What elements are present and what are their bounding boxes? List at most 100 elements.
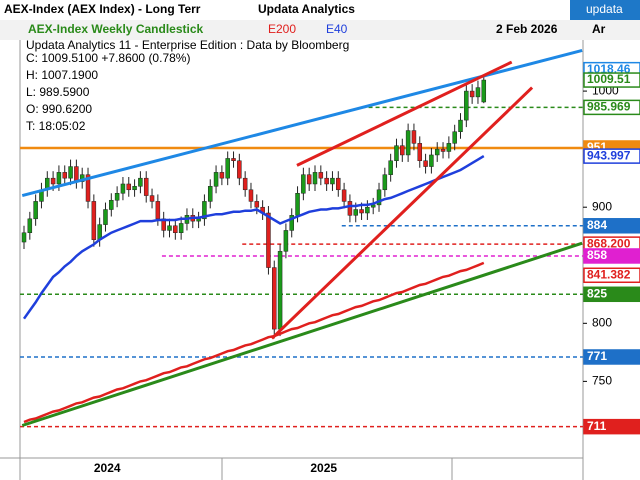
header-brand: Updata Analytics	[258, 2, 355, 16]
y-tick-label: 900	[592, 199, 612, 213]
candle-body	[359, 209, 364, 214]
candle-body	[318, 172, 324, 179]
candle-body	[272, 267, 277, 330]
header-title: AEX-Index (AEX Index) - Long Terr	[4, 2, 201, 16]
candle-body	[312, 172, 318, 185]
price-tag-box	[583, 248, 640, 264]
info-line: L: 989.5900	[26, 85, 90, 99]
chart-date: 2 Feb 2026	[496, 22, 558, 36]
candle-body	[481, 79, 487, 103]
candle-body	[382, 174, 388, 191]
candle-body	[301, 174, 306, 194]
price-tag-box	[583, 148, 640, 164]
candle-body	[138, 177, 143, 187]
candle-body	[405, 130, 411, 156]
candle-body	[446, 143, 452, 152]
candle-body	[219, 172, 225, 179]
candle-body	[475, 87, 481, 98]
logo-box	[570, 0, 640, 20]
candle-body	[417, 143, 423, 162]
logo: updata	[586, 2, 623, 16]
candle-body	[330, 177, 335, 185]
candle-body	[149, 195, 155, 202]
candle-body	[242, 177, 248, 191]
candle-body	[114, 193, 120, 201]
candle-body	[295, 193, 300, 216]
candle-body	[266, 212, 271, 268]
y-tick-label: 750	[592, 374, 612, 388]
candle-body	[33, 201, 38, 220]
candle-body	[277, 251, 283, 330]
moving-average	[23, 261, 485, 424]
trendline	[270, 86, 534, 340]
candle-body	[306, 174, 312, 185]
trendline	[21, 48, 583, 198]
candle-body	[324, 177, 329, 185]
candle-body	[21, 232, 27, 243]
candle-body	[365, 206, 370, 214]
price-tag-box	[583, 267, 640, 284]
info-line: H: 1007.1900	[26, 68, 98, 82]
candle-body	[231, 158, 236, 162]
price-tag-box	[583, 218, 640, 234]
price-tag-box	[583, 286, 640, 303]
price-tag-label: 841.382	[587, 267, 631, 281]
candle-body	[27, 218, 33, 233]
candle-body	[283, 230, 289, 252]
legend-entry: E40	[326, 22, 348, 36]
candle-body	[464, 90, 469, 121]
price-tag-box	[583, 418, 640, 435]
candle-body	[207, 186, 213, 202]
candle-body	[434, 148, 440, 156]
candle-body	[237, 160, 242, 179]
legend-entry: E200	[268, 22, 296, 36]
price-tag-label: 825	[587, 286, 607, 300]
price-tag-box	[583, 99, 640, 116]
candle-body	[85, 174, 91, 202]
candle-body	[440, 148, 446, 152]
candle-body	[103, 209, 108, 225]
chart-title: AEX-Index Weekly Candlestick	[28, 22, 204, 36]
candle-body	[394, 145, 399, 162]
candle-body	[120, 183, 126, 194]
y-tick-label: 800	[592, 315, 612, 329]
candle-body	[376, 189, 382, 206]
candle-body	[458, 119, 463, 132]
info-line: C: 1009.5100 +7.8600 (0.78%)	[26, 51, 190, 65]
candle-body	[167, 225, 172, 231]
candle-body	[411, 130, 417, 144]
trendline	[21, 241, 583, 427]
candle-body	[213, 172, 219, 187]
corner-label: Ar	[592, 22, 606, 36]
candle-body	[50, 177, 56, 185]
price-tag-label: 1009.51	[587, 72, 631, 86]
candle-body	[400, 145, 405, 156]
candle-body	[62, 172, 67, 179]
price-tag-label: 884	[587, 218, 607, 232]
candle-body	[341, 189, 347, 202]
candle-body	[56, 172, 62, 185]
candle-body	[74, 166, 79, 182]
candle-body	[202, 201, 207, 220]
candle-body	[225, 158, 230, 179]
legend-bar	[0, 20, 640, 40]
candle-body	[336, 177, 341, 191]
price-tag-box	[583, 349, 640, 365]
candle-body	[132, 186, 137, 191]
title-bar	[0, 0, 640, 20]
candle-body	[143, 177, 149, 196]
info-line: T: 18:05:02	[26, 119, 86, 133]
moving-average	[22, 155, 485, 320]
candle-body	[452, 131, 457, 144]
candle-body	[196, 218, 201, 222]
price-tag-label: 711	[587, 419, 607, 433]
trendline	[296, 60, 513, 167]
price-tag-label: 771	[587, 349, 607, 363]
candle-body	[254, 201, 260, 208]
candle-body	[109, 199, 114, 210]
candle-body	[126, 183, 132, 191]
price-tag-label: 858	[587, 248, 607, 262]
candle-body	[388, 160, 393, 175]
candle-body	[347, 201, 353, 216]
candle-body	[68, 166, 73, 179]
